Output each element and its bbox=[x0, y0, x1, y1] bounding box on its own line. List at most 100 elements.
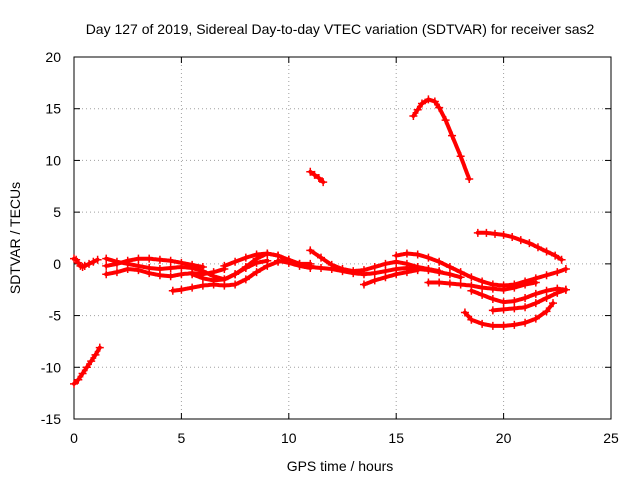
data-point bbox=[381, 259, 390, 268]
data-point bbox=[542, 286, 551, 295]
x-tick-label: 10 bbox=[281, 430, 297, 446]
data-point bbox=[510, 283, 519, 292]
data-point bbox=[402, 268, 411, 277]
data-point bbox=[435, 103, 444, 112]
data-point bbox=[510, 320, 519, 329]
series-trace bbox=[276, 258, 313, 270]
data-point bbox=[456, 268, 465, 277]
data-point bbox=[85, 259, 94, 268]
data-point bbox=[435, 257, 444, 266]
data-point bbox=[319, 178, 328, 187]
data-point bbox=[370, 276, 379, 285]
data-point bbox=[445, 270, 454, 279]
data-point bbox=[102, 254, 111, 263]
data-point bbox=[381, 273, 390, 282]
series-trace bbox=[469, 286, 568, 305]
data-point bbox=[241, 263, 250, 272]
data-point bbox=[338, 267, 347, 276]
data-point bbox=[252, 250, 261, 259]
data-point bbox=[392, 270, 401, 279]
data-point bbox=[310, 170, 319, 179]
data-series-arc-16 bbox=[409, 95, 474, 184]
data-point bbox=[155, 255, 164, 264]
data-point bbox=[102, 261, 111, 270]
data-point bbox=[467, 273, 476, 282]
data-point bbox=[499, 321, 508, 330]
data-point bbox=[349, 269, 358, 278]
series-trace bbox=[411, 97, 472, 181]
data-point bbox=[467, 315, 476, 324]
data-series-arc-20 bbox=[460, 299, 558, 330]
y-axis-label: SDTVAR / TECUs bbox=[7, 182, 23, 294]
data-point bbox=[209, 276, 218, 285]
data-point bbox=[166, 256, 175, 265]
data-point bbox=[435, 278, 444, 287]
x-axis-label: GPS time / hours bbox=[287, 458, 394, 474]
data-point bbox=[478, 283, 487, 292]
data-point bbox=[145, 254, 154, 263]
data-point bbox=[473, 228, 482, 237]
data-point bbox=[488, 295, 497, 304]
data-point bbox=[516, 236, 525, 245]
data-point bbox=[435, 268, 444, 277]
data-point bbox=[134, 254, 143, 263]
data-point bbox=[510, 304, 519, 313]
data-point bbox=[488, 321, 497, 330]
series-trace bbox=[462, 301, 555, 328]
plot-frame bbox=[73, 56, 612, 420]
data-point bbox=[198, 281, 207, 290]
y-tick-label: 0 bbox=[53, 256, 61, 272]
data-point bbox=[209, 268, 218, 277]
data-point bbox=[510, 297, 519, 306]
data-point bbox=[231, 280, 240, 289]
data-series-arc-7 bbox=[168, 255, 293, 295]
data-point bbox=[491, 229, 500, 238]
data-point bbox=[542, 293, 551, 302]
data-point bbox=[82, 363, 91, 372]
data-point bbox=[89, 257, 98, 266]
data-point bbox=[531, 278, 540, 287]
data-point bbox=[551, 251, 560, 260]
data-point bbox=[166, 272, 175, 281]
data-point bbox=[188, 270, 197, 279]
data-point bbox=[531, 299, 540, 308]
data-point bbox=[359, 270, 368, 279]
data-point bbox=[424, 95, 433, 104]
data-point bbox=[231, 257, 240, 266]
data-point bbox=[87, 357, 96, 366]
data-point bbox=[531, 314, 540, 323]
data-point bbox=[166, 263, 175, 272]
data-point bbox=[409, 111, 418, 120]
data-point bbox=[424, 253, 433, 262]
y-tick-label: 15 bbox=[45, 101, 61, 117]
data-point bbox=[488, 284, 497, 293]
x-tick-label: 0 bbox=[70, 430, 78, 446]
data-point bbox=[402, 249, 411, 258]
data-series-arc-17 bbox=[424, 278, 540, 294]
data-point bbox=[533, 243, 542, 252]
data-point bbox=[417, 99, 426, 108]
data-point bbox=[284, 258, 293, 267]
data-point bbox=[145, 269, 154, 278]
x-tick-label: 20 bbox=[496, 430, 512, 446]
data-point bbox=[553, 288, 562, 297]
data-point bbox=[482, 228, 491, 237]
data-point bbox=[70, 379, 78, 388]
data-point bbox=[241, 253, 250, 262]
x-tick-label: 15 bbox=[388, 430, 404, 446]
data-point bbox=[424, 278, 433, 287]
y-tick-label: 5 bbox=[53, 204, 61, 220]
data-point bbox=[220, 261, 229, 270]
data-point bbox=[123, 265, 132, 274]
data-point bbox=[460, 308, 469, 317]
data-points bbox=[70, 95, 570, 388]
data-point bbox=[430, 97, 439, 106]
data-point bbox=[274, 256, 283, 265]
data-point bbox=[370, 269, 379, 278]
data-point bbox=[241, 275, 250, 284]
data-point bbox=[542, 271, 551, 280]
data-point bbox=[306, 262, 315, 271]
data-point bbox=[413, 105, 422, 114]
data-point bbox=[314, 174, 323, 183]
